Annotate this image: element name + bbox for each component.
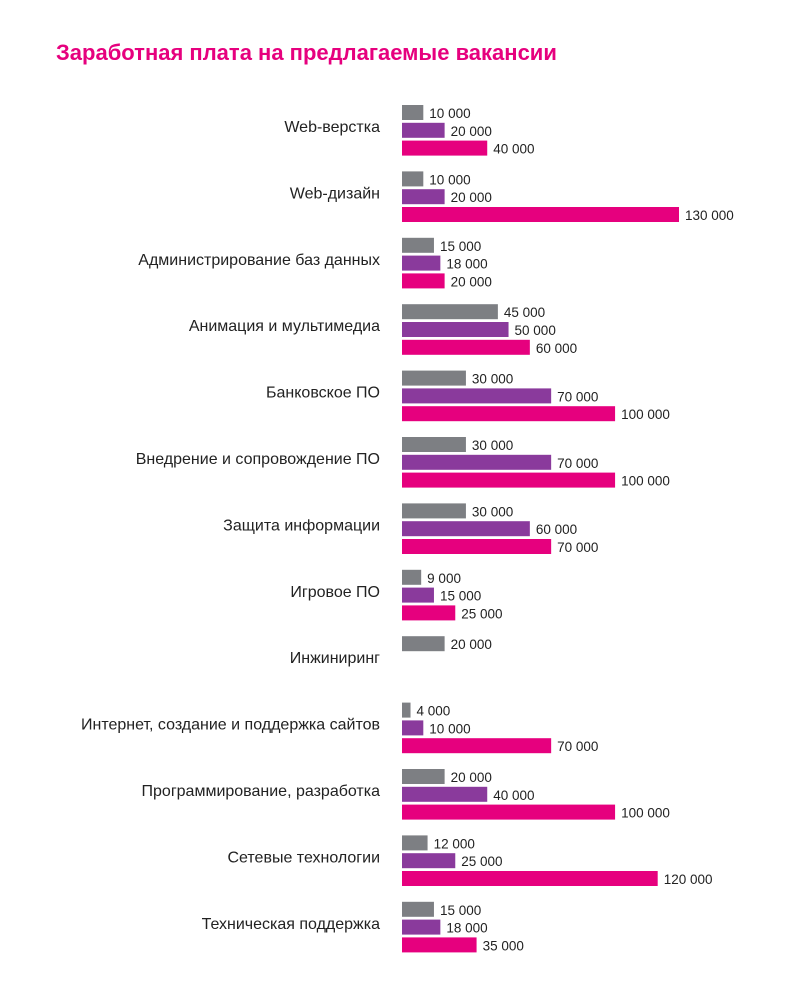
category-label: Web-дизайн xyxy=(290,185,380,202)
bar-интернет-создание-и-поддержка-сайтов-s3 xyxy=(402,738,552,754)
value-label: 120 000 xyxy=(664,872,713,887)
value-label: 4 000 xyxy=(417,704,451,719)
value-label: 60 000 xyxy=(536,341,577,356)
category-label: Интернет, создание и поддержка сайтов xyxy=(81,717,380,734)
bar-банковское-по-s1 xyxy=(402,370,466,386)
bar-внедрение-и-сопровождение-по-s1 xyxy=(402,437,466,452)
value-label: 100 000 xyxy=(621,474,670,489)
value-label: 18 000 xyxy=(446,921,487,936)
bar-банковское-по-s2 xyxy=(402,388,552,404)
value-label: 10 000 xyxy=(429,721,470,736)
value-label: 30 000 xyxy=(472,504,513,519)
bar-игровое-по-s3 xyxy=(402,605,456,621)
bar-интернет-создание-и-поддержка-сайтов-s1 xyxy=(402,702,411,718)
value-label: 50 000 xyxy=(515,323,556,338)
bar-игровое-по-s1 xyxy=(402,569,422,585)
bar-анимация-и-мультимедиа-s2 xyxy=(402,322,509,337)
bar-программирование-разработка-s1 xyxy=(402,769,445,784)
bar-техническая-поддержка-s1 xyxy=(402,901,434,917)
value-label: 20 000 xyxy=(451,190,492,205)
value-label: 130 000 xyxy=(685,208,734,223)
value-label: 70 000 xyxy=(557,456,598,471)
bar-web-дизайн-s3 xyxy=(402,207,679,222)
value-label: 40 000 xyxy=(493,788,534,803)
value-label: 20 000 xyxy=(451,124,492,139)
bar-web-верстка-s3 xyxy=(402,140,488,156)
bar-сетевые-технологии-s2 xyxy=(402,853,456,869)
value-label: 15 000 xyxy=(440,903,481,918)
category-label: Игровое ПО xyxy=(290,584,380,601)
value-label: 25 000 xyxy=(461,854,502,869)
bar-сетевые-технологии-s1 xyxy=(402,835,428,851)
bar-web-верстка-s2 xyxy=(402,122,445,138)
bar-инжиниринг-s1 xyxy=(402,636,445,652)
value-label: 40 000 xyxy=(493,142,534,157)
category-label: Программирование, разработка xyxy=(142,783,381,800)
bar-анимация-и-мультимедиа-s3 xyxy=(402,339,530,355)
bar-web-дизайн-s2 xyxy=(402,189,445,205)
bar-банковское-по-s3 xyxy=(402,406,616,422)
value-label: 100 000 xyxy=(621,806,670,821)
category-label: Банковское ПО xyxy=(266,385,380,402)
value-label: 70 000 xyxy=(557,540,598,555)
bar-защита-информации-s2 xyxy=(402,521,530,537)
bar-сетевые-технологии-s3 xyxy=(402,871,658,886)
bar-техническая-поддержка-s2 xyxy=(402,919,441,935)
bar-web-дизайн-s1 xyxy=(402,171,424,187)
value-label: 35 000 xyxy=(483,938,524,953)
value-label: 18 000 xyxy=(446,257,487,272)
bar-программирование-разработка-s2 xyxy=(402,786,488,802)
value-label: 30 000 xyxy=(472,372,513,387)
value-label: 20 000 xyxy=(451,637,492,652)
bar-внедрение-и-сопровождение-по-s2 xyxy=(402,454,552,470)
value-label: 9 000 xyxy=(427,571,461,586)
chart-title: Заработная плата на предлагаемые ваканси… xyxy=(56,40,557,65)
category-label: Администрирование баз данных xyxy=(138,252,380,269)
value-label: 15 000 xyxy=(440,589,481,604)
value-label: 25 000 xyxy=(461,606,502,621)
category-label: Техническая поддержка xyxy=(202,916,381,933)
bars xyxy=(402,105,679,953)
category-label: Web-верстка xyxy=(284,119,380,136)
category-label: Внедрение и сопровождение ПО xyxy=(136,451,380,468)
value-label: 20 000 xyxy=(451,770,492,785)
bar-техническая-поддержка-s3 xyxy=(402,937,477,953)
category-label: Анимация и мультимедиа xyxy=(189,318,380,335)
value-label: 70 000 xyxy=(557,739,598,754)
bar-анимация-и-мультимедиа-s1 xyxy=(402,304,498,320)
bar-администрирование-баз-данных-s3 xyxy=(402,273,445,289)
bar-интернет-создание-и-поддержка-сайтов-s2 xyxy=(402,720,424,736)
category-label: Сетевые технологии xyxy=(227,849,380,866)
value-label: 20 000 xyxy=(451,274,492,289)
bar-игровое-по-s2 xyxy=(402,587,434,603)
value-label: 15 000 xyxy=(440,239,481,254)
value-label: 60 000 xyxy=(536,522,577,537)
bar-администрирование-баз-данных-s1 xyxy=(402,237,434,253)
bar-внедрение-и-сопровождение-по-s3 xyxy=(402,472,616,488)
bar-защита-информации-s1 xyxy=(402,503,466,519)
value-label: 70 000 xyxy=(557,389,598,404)
category-label: Инжиниринг xyxy=(290,650,380,667)
value-label: 12 000 xyxy=(434,836,475,851)
bar-администрирование-баз-данных-s2 xyxy=(402,255,441,271)
category-labels: Web-верстка Web-дизайн Администрирование б… xyxy=(81,119,380,933)
value-label: 45 000 xyxy=(504,305,545,320)
value-label: 10 000 xyxy=(429,106,470,121)
bar-программирование-разработка-s3 xyxy=(402,804,616,820)
value-label: 30 000 xyxy=(472,438,513,453)
value-label: 10 000 xyxy=(429,172,470,187)
bar-web-верстка-s1 xyxy=(402,105,424,120)
bar-защита-информации-s3 xyxy=(402,539,552,554)
value-label: 100 000 xyxy=(621,407,670,422)
category-label: Защита информации xyxy=(223,517,380,534)
